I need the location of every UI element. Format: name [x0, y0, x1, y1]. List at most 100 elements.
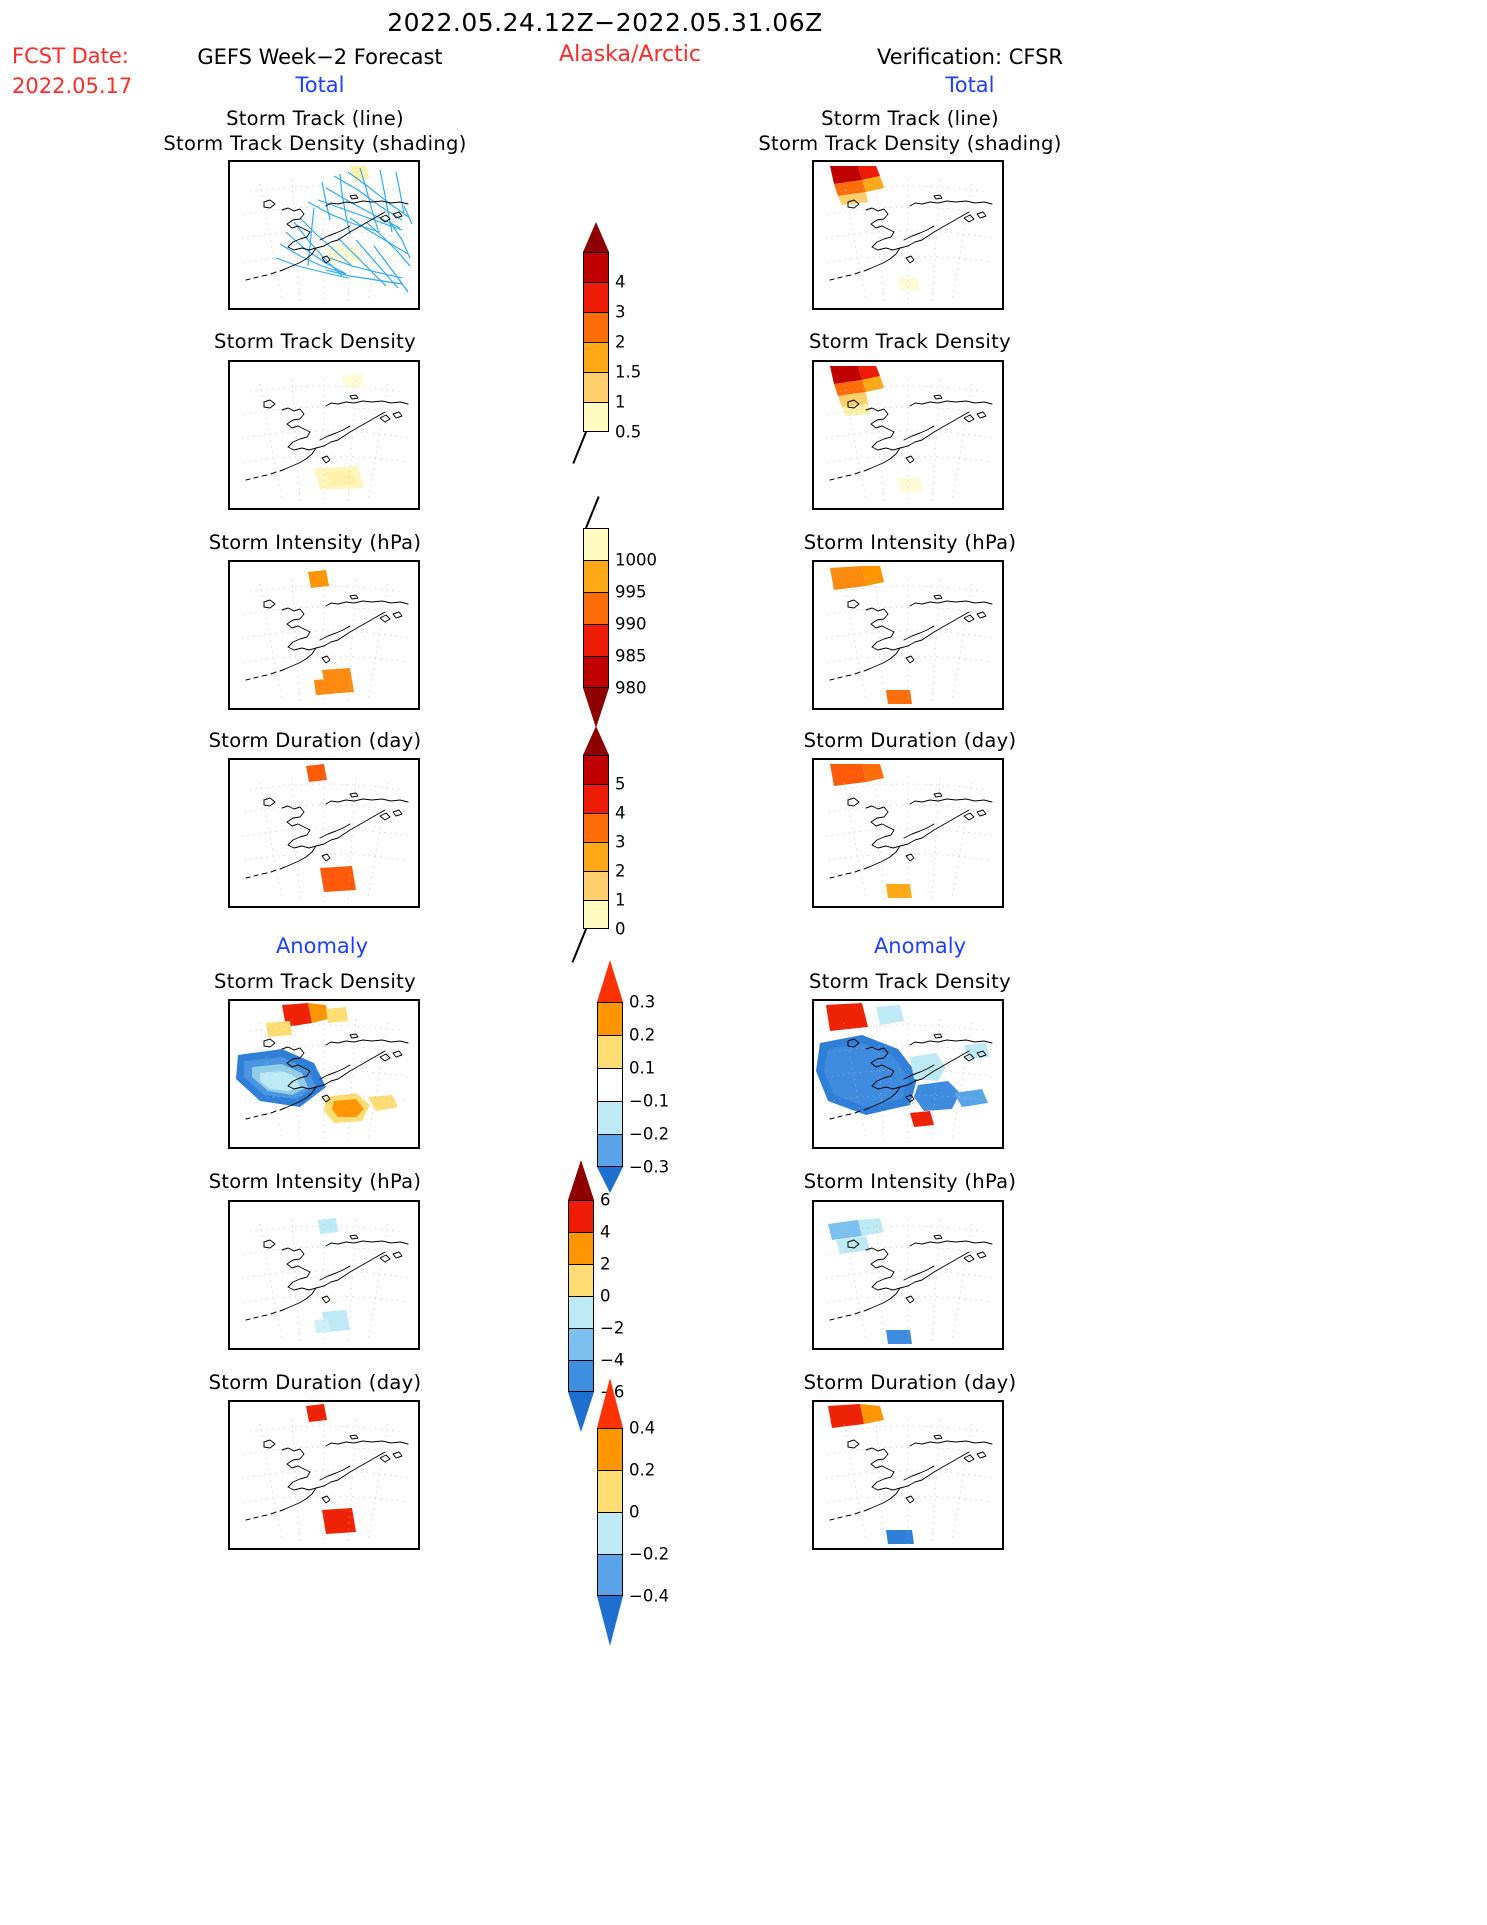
coastline	[379, 1053, 391, 1062]
coastline	[909, 600, 993, 607]
coastline	[392, 411, 403, 419]
coastline	[379, 1454, 391, 1463]
storm-track-line	[403, 205, 413, 225]
shading-region	[838, 192, 868, 205]
map-svg	[241, 764, 409, 902]
graticule-line	[843, 183, 867, 301]
colorbar-bar[interactable]	[597, 1378, 623, 1646]
graticule-line	[827, 206, 991, 215]
colorbar-bar[interactable]	[597, 960, 623, 1193]
map-panel-forecast-duration[interactable]	[228, 758, 420, 908]
map-panel-forecast-track-density-line[interactable]	[228, 160, 420, 310]
coastline	[261, 474, 268, 477]
map-panel-verification-anom-intensity[interactable]	[812, 1200, 1004, 1350]
graticule-line	[825, 430, 993, 439]
graticule-line	[347, 777, 357, 901]
colorbar-bar[interactable]	[583, 528, 609, 728]
graticule-line	[825, 1470, 993, 1479]
graticule-line	[367, 1223, 389, 1341]
coastline	[287, 1067, 317, 1090]
colorbar-segment	[583, 528, 609, 560]
colorbar-segment	[583, 592, 609, 624]
map-panel-verification-anom-track-density[interactable]	[812, 999, 1004, 1149]
shading-region	[858, 166, 880, 180]
colorbar-segment	[583, 252, 609, 282]
storm-track-line	[299, 217, 353, 267]
coastline	[871, 428, 901, 451]
map-panel-forecast-track-density[interactable]	[228, 360, 420, 510]
coastline	[837, 676, 843, 679]
graticule-line	[249, 783, 401, 791]
coastline	[871, 1468, 901, 1491]
shading-region	[282, 1003, 312, 1027]
graticule-line	[827, 1295, 991, 1303]
storm-track-line	[279, 243, 347, 275]
colorbar-segment	[568, 1264, 594, 1296]
colorbar-tick-label: 0.2	[629, 1025, 656, 1045]
map-svg	[825, 366, 993, 504]
graticule-line	[951, 583, 973, 701]
coastline	[909, 1440, 993, 1447]
map-panel-forecast-anom-track-density[interactable]	[228, 999, 420, 1149]
colorbar-extend-max-arrow	[583, 726, 609, 755]
coastline	[905, 853, 915, 862]
coastline	[349, 792, 359, 798]
coastline	[976, 611, 987, 619]
coastline	[837, 1516, 843, 1519]
colorbar-segment	[597, 1554, 623, 1596]
graticule-line	[291, 579, 301, 703]
coastline	[319, 1064, 351, 1080]
colorbar-bar[interactable]	[583, 222, 609, 432]
coastline	[253, 874, 259, 877]
graticule-line	[827, 1495, 991, 1503]
coastline	[392, 809, 403, 817]
graticule-line	[291, 1219, 301, 1343]
graticule-line	[291, 777, 301, 901]
coastline	[871, 826, 901, 849]
coastline	[905, 1094, 915, 1103]
shading-region	[368, 1095, 398, 1111]
panel-title-left-row1-line1: Storm Track (line)	[226, 107, 404, 130]
map-panel-verification-anom-duration[interactable]	[812, 1400, 1004, 1550]
coastline	[263, 1439, 276, 1449]
colorbar-extend-max-arrow	[583, 222, 609, 252]
map-panel-forecast-anom-intensity[interactable]	[228, 1200, 420, 1350]
shading-region	[886, 690, 912, 704]
coastline	[963, 614, 975, 623]
coastline	[279, 1107, 286, 1111]
shading-region	[326, 1007, 348, 1023]
map-svg	[241, 374, 409, 504]
storm-track-line	[329, 257, 403, 279]
graticule-line	[827, 255, 991, 263]
graticule-line	[347, 1219, 357, 1343]
coastline	[261, 274, 268, 277]
coastline	[379, 414, 391, 423]
map-panel-verification-track-density[interactable]	[812, 360, 1004, 510]
graticule-line	[243, 1295, 407, 1303]
colorbar-bar[interactable]	[568, 1160, 594, 1432]
graticule-line	[875, 1219, 885, 1343]
map-panel-forecast-intensity[interactable]	[228, 560, 420, 710]
map-svg	[236, 1003, 409, 1143]
coastline	[321, 853, 331, 862]
map-panel-verification-intensity[interactable]	[812, 560, 1004, 710]
graticule-line	[243, 606, 407, 615]
map-panel-verification-track-density-line[interactable]	[812, 160, 1004, 310]
map-panel-forecast-anom-duration[interactable]	[228, 1400, 420, 1550]
panel-title-left-row7: Storm Duration (day)	[208, 1371, 422, 1394]
coastline	[261, 1514, 268, 1517]
map-panel-verification-duration[interactable]	[812, 758, 1004, 908]
storm-track-line	[275, 257, 349, 279]
coastline	[284, 247, 317, 270]
colorbar-tick-label: 2	[615, 332, 626, 352]
coastline	[963, 812, 975, 821]
coastline	[287, 228, 317, 251]
coastline	[319, 425, 351, 441]
graticule-line	[833, 1225, 985, 1233]
panel-title-right-row1-line2: Storm Track Density (shading)	[758, 132, 1062, 155]
coastline	[263, 1239, 276, 1249]
coastline	[899, 211, 970, 249]
colorbar-bar[interactable]	[583, 726, 609, 929]
colorbar-segment	[597, 1002, 623, 1035]
